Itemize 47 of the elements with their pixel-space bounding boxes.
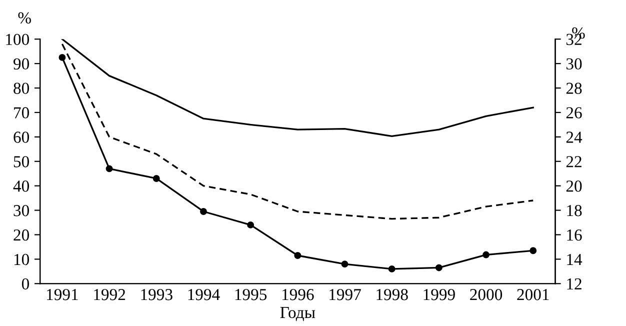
point	[294, 252, 302, 259]
point	[341, 260, 348, 268]
x-tick-label: 1995	[235, 289, 267, 300]
x-tick-label: 1994	[188, 289, 220, 300]
y2-tick-label: 28	[566, 82, 582, 94]
y-tick-label: 40	[13, 180, 30, 192]
point	[530, 247, 537, 254]
x-tick-label: 1999	[424, 289, 455, 300]
y-tick-label: 0	[22, 278, 30, 290]
line-series	[61, 43, 534, 220]
x-axis-title: Годы	[280, 307, 316, 322]
y-tick-label: 70	[14, 107, 30, 118]
y-tick-label: 30	[14, 204, 30, 216]
y-tick-label: 100	[6, 34, 30, 46]
point	[152, 175, 160, 182]
x-tick-label: 1993	[141, 289, 172, 300]
point	[247, 221, 254, 228]
point	[482, 251, 490, 258]
point	[435, 264, 442, 272]
x-tick-label: 1997	[330, 289, 361, 300]
y-tick-label: 90	[14, 58, 30, 70]
y-tick-label: 60	[14, 132, 30, 143]
line-series	[61, 39, 534, 138]
point	[106, 165, 113, 172]
point	[388, 265, 396, 272]
y2-tick-label: 12	[567, 278, 582, 290]
y2-tick-label: 30	[566, 58, 582, 70]
x-tick-label: 1991	[46, 289, 78, 300]
x-tick-label: 1996	[282, 289, 314, 300]
y-tick-label: 10	[14, 254, 30, 266]
y-tick-label: 80	[14, 82, 30, 94]
point	[58, 54, 66, 61]
x-tick-label: 2001	[517, 288, 549, 300]
y2-tick-label: 14	[567, 254, 582, 265]
point	[200, 208, 207, 215]
y2-tick-label: 16	[567, 229, 582, 241]
y-axis-title: %	[18, 12, 31, 24]
y2-tick-label: 20	[566, 180, 582, 192]
y2-tick-label: 22	[566, 156, 582, 168]
x-tick-label: 2000	[470, 288, 502, 300]
x-tick-label: 1992	[94, 289, 126, 300]
y-tick-label: 20	[14, 229, 30, 241]
y2-tick-label: 24	[566, 132, 582, 143]
y2-tick-label: 26	[566, 107, 582, 118]
x-tick-label: 1998	[376, 288, 408, 300]
y-tick-label: 50	[14, 156, 30, 168]
y2-tick-label: 18	[567, 204, 582, 216]
